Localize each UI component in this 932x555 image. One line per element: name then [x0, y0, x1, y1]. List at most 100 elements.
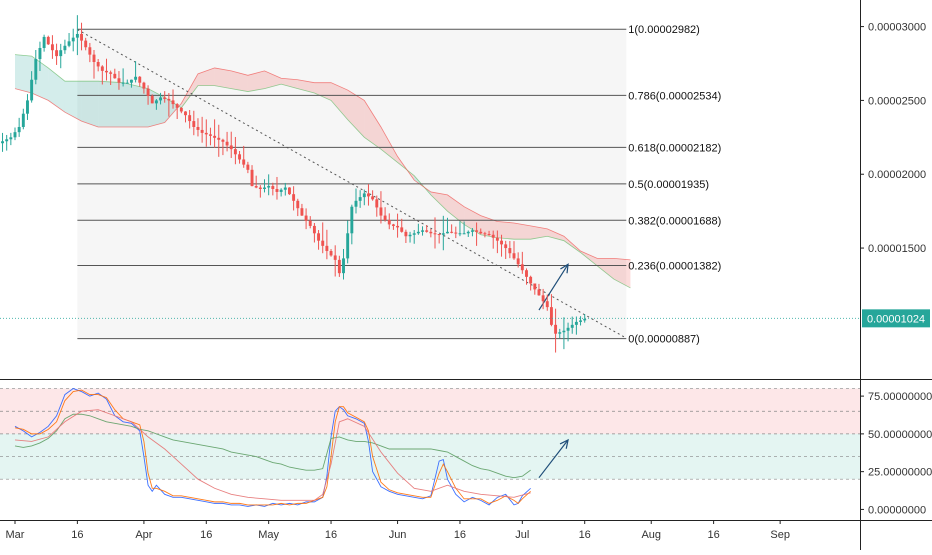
time-tick-label: Aug — [641, 529, 661, 541]
candle — [34, 50, 38, 85]
candle-body — [570, 324, 574, 328]
candle — [200, 116, 204, 143]
candle — [329, 249, 333, 257]
candle-body — [1, 141, 4, 144]
candle — [333, 245, 337, 277]
cloud-segment-bearish — [331, 82, 348, 120]
candle-body — [71, 37, 75, 42]
candle-body — [292, 194, 296, 201]
cloud-segment-bearish — [214, 67, 232, 89]
candle — [579, 316, 582, 326]
candle-body — [441, 233, 445, 235]
candle-body — [566, 327, 570, 331]
candle — [337, 255, 341, 277]
fib-level-label: 0.5(0.00001935) — [628, 179, 709, 191]
candle-body — [179, 107, 183, 112]
candle-body — [387, 220, 391, 225]
candle-body — [142, 82, 146, 89]
candle-body — [50, 44, 54, 51]
candle-body — [308, 220, 312, 226]
time-tick-label: 16 — [454, 529, 466, 541]
candle — [412, 229, 416, 244]
candle — [346, 220, 350, 264]
candle-body — [379, 207, 383, 216]
cloud-segment-bearish — [597, 258, 614, 280]
oscillator-projection-arrow — [538, 438, 569, 479]
candle — [421, 226, 424, 236]
candle — [504, 240, 508, 260]
candle — [113, 68, 117, 79]
candle — [529, 275, 533, 291]
candle — [159, 92, 162, 105]
candle — [479, 228, 483, 235]
candle-body — [96, 62, 100, 67]
candle-body — [34, 59, 38, 80]
price-tick-label: 0.00002500 — [868, 95, 926, 107]
candle — [154, 99, 158, 110]
candle — [558, 328, 562, 338]
candle-body — [229, 145, 233, 150]
candle-body — [312, 225, 316, 234]
candle — [462, 221, 466, 235]
candle-body — [17, 126, 21, 133]
candle — [458, 221, 462, 237]
price-projection-arrow-shaft — [538, 263, 569, 311]
candle — [117, 71, 121, 90]
oscillator-tick-label: 75.00000000 — [868, 391, 932, 403]
candle — [367, 184, 370, 206]
candle-body — [288, 187, 291, 195]
candle-body — [362, 193, 366, 198]
candle — [150, 94, 154, 104]
candle-body — [321, 240, 325, 246]
candle-body — [38, 47, 42, 60]
candle — [537, 283, 541, 296]
candle-body — [425, 230, 429, 232]
candle-body — [263, 187, 266, 189]
candle — [105, 58, 108, 81]
cloud-segment-bearish — [364, 100, 381, 150]
candle — [321, 222, 325, 254]
candle — [38, 41, 42, 72]
candle-body — [208, 134, 212, 136]
candle — [134, 61, 138, 83]
cloud-segment-bearish — [547, 228, 564, 241]
candle-body — [138, 76, 142, 83]
fib-level-label: 0.382(0.00001688) — [628, 215, 721, 227]
cloud-segment-bullish — [48, 67, 65, 113]
candle-body — [437, 234, 441, 236]
candle — [525, 268, 528, 285]
candle — [425, 225, 429, 233]
candle-body — [63, 45, 67, 51]
candle — [84, 37, 88, 51]
candle-body — [167, 98, 171, 101]
candle — [179, 107, 183, 114]
candle-body — [429, 231, 433, 234]
candle-body — [26, 100, 29, 114]
candle — [362, 189, 366, 206]
candle-body — [92, 54, 96, 63]
candle — [250, 165, 254, 187]
candle — [566, 322, 570, 342]
time-tick-label: May — [258, 529, 279, 541]
time-tick-label: 16 — [200, 529, 212, 541]
candle-body — [358, 197, 362, 201]
candle-body — [470, 230, 474, 232]
candle-body — [579, 320, 582, 322]
candle — [283, 182, 287, 196]
candle-body — [279, 189, 283, 192]
cloud-segment-bearish — [264, 70, 282, 89]
candle — [371, 190, 375, 201]
candle-body — [42, 36, 46, 48]
candle — [55, 43, 59, 65]
candle — [400, 218, 404, 233]
candle-body — [562, 330, 566, 333]
last-price-label: 0.00001024 — [867, 313, 925, 325]
candle-body — [416, 231, 420, 234]
candle — [554, 308, 558, 353]
candle-body — [113, 73, 117, 79]
candle — [475, 222, 479, 246]
candle-body — [55, 50, 59, 57]
candle — [67, 33, 71, 48]
candle-body — [188, 115, 192, 122]
candle — [204, 119, 208, 147]
